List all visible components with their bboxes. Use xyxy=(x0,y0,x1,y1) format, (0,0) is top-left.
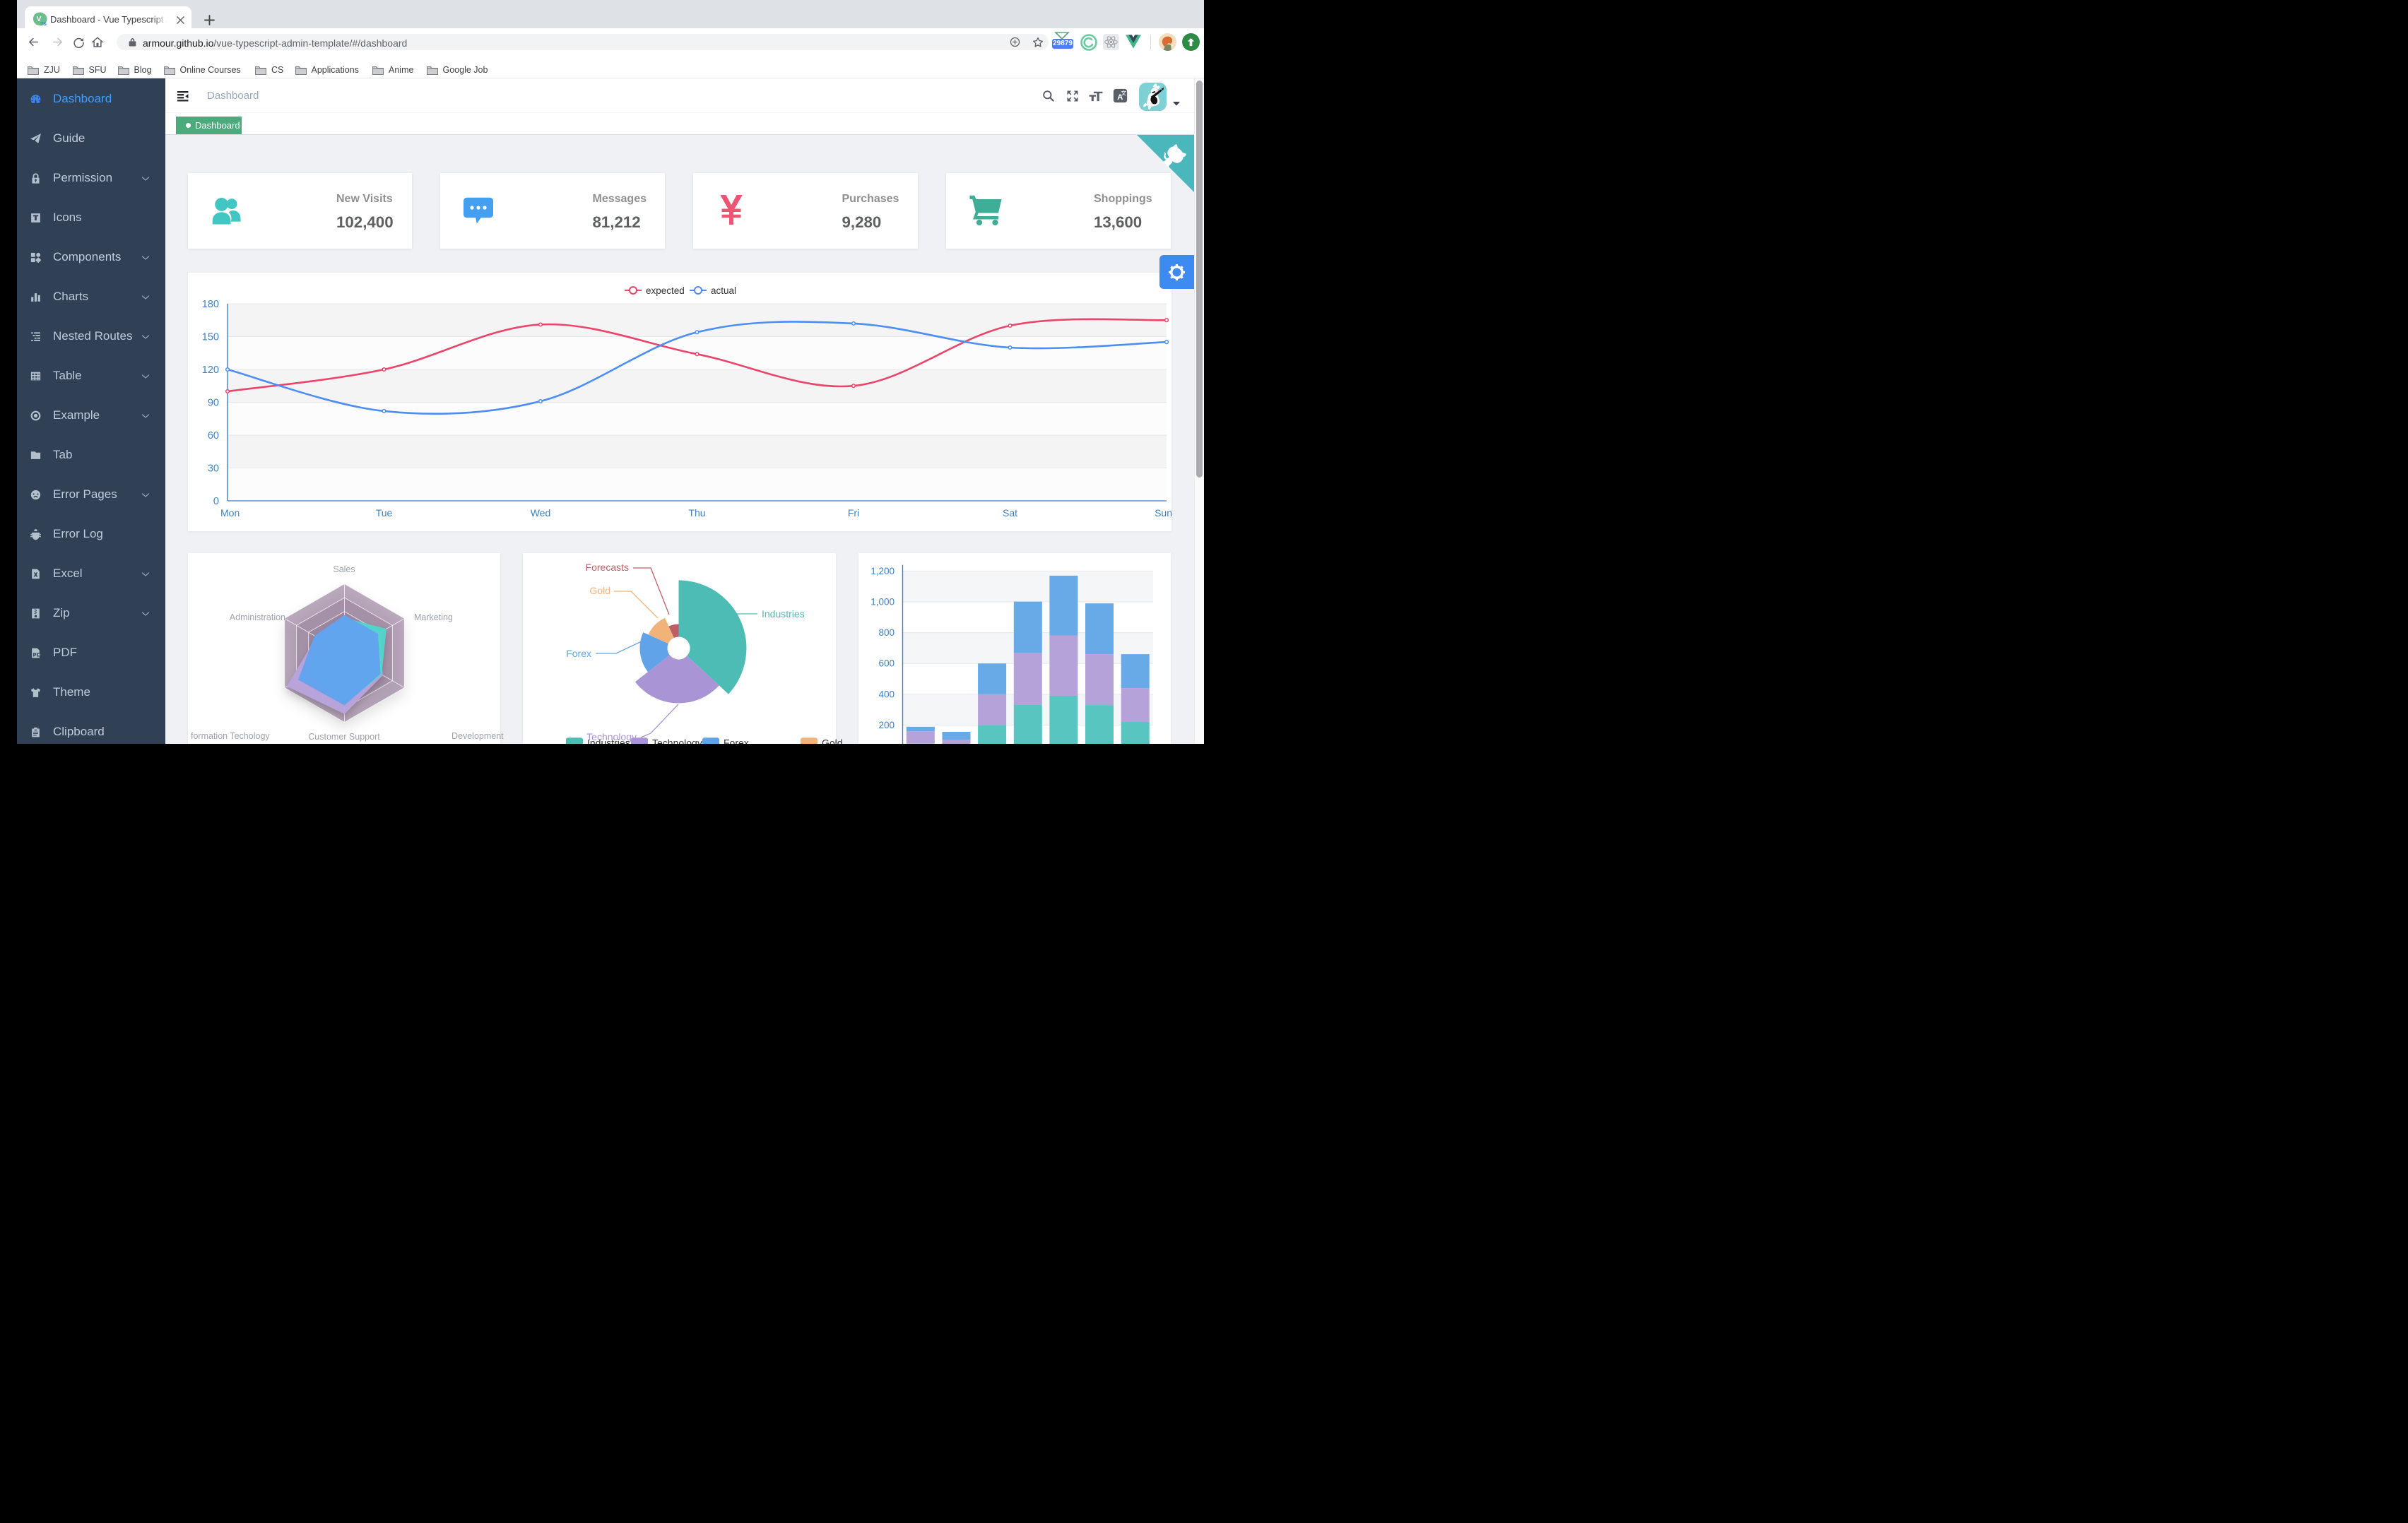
svg-text:文: 文 xyxy=(1121,90,1126,97)
svg-text:A: A xyxy=(1117,93,1123,102)
svg-text:V: V xyxy=(36,15,41,23)
svg-text:TS: TS xyxy=(40,22,47,27)
